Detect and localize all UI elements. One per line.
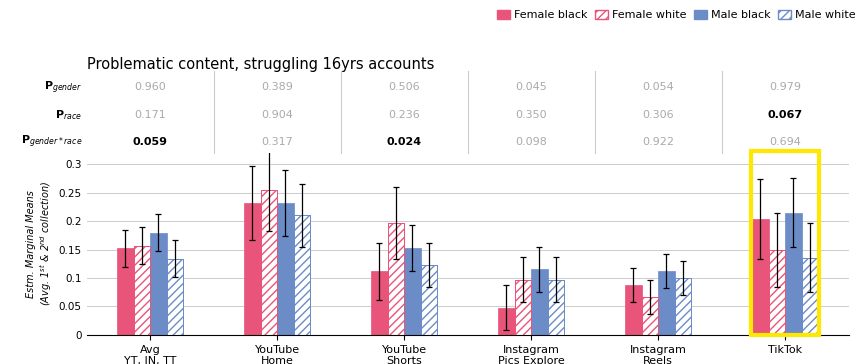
Bar [675, 278, 691, 335]
Bar [166, 259, 183, 335]
Text: 0.317: 0.317 [262, 137, 293, 147]
Bar [277, 203, 294, 335]
Bar [625, 285, 642, 335]
Bar [514, 280, 531, 335]
Bar [404, 248, 421, 335]
Text: 0.059: 0.059 [132, 137, 168, 147]
Text: 0.306: 0.306 [643, 110, 674, 120]
Bar [133, 246, 150, 335]
Bar [547, 280, 564, 335]
Bar [802, 257, 818, 335]
Text: Problematic content, struggling 16yrs accounts: Problematic content, struggling 16yrs ac… [87, 57, 434, 72]
Text: 0.694: 0.694 [769, 137, 801, 147]
Bar [421, 265, 437, 335]
Text: 0.904: 0.904 [262, 110, 293, 120]
Bar [658, 270, 675, 335]
Bar [752, 151, 819, 335]
Bar [261, 190, 277, 335]
Bar [294, 215, 310, 335]
Bar [117, 248, 133, 335]
Text: 0.045: 0.045 [515, 82, 547, 92]
Text: $\mathbf{P}_{gender}$: $\mathbf{P}_{gender}$ [44, 79, 82, 96]
Bar [166, 259, 183, 335]
Bar [769, 250, 785, 335]
Bar [642, 297, 658, 335]
Bar [372, 271, 388, 335]
Text: 0.098: 0.098 [515, 137, 547, 147]
Bar [388, 223, 404, 335]
Text: $\mathbf{P}_{race}$: $\mathbf{P}_{race}$ [55, 108, 82, 122]
Bar [531, 269, 547, 335]
Text: 0.024: 0.024 [386, 137, 422, 147]
Text: $\mathbf{P}_{gender*race}$: $\mathbf{P}_{gender*race}$ [21, 134, 82, 150]
Bar [547, 280, 564, 335]
Bar [133, 246, 150, 335]
Bar [753, 219, 769, 335]
Text: 0.054: 0.054 [643, 82, 674, 92]
Text: 0.506: 0.506 [388, 82, 420, 92]
Text: 0.171: 0.171 [134, 110, 166, 120]
Bar [261, 190, 277, 335]
Bar [498, 308, 514, 335]
Legend: Female black, Female white, Male black, Male white: Female black, Female white, Male black, … [492, 5, 861, 25]
Bar [294, 215, 310, 335]
Text: 0.350: 0.350 [515, 110, 547, 120]
Text: 0.979: 0.979 [769, 82, 801, 92]
Text: 0.922: 0.922 [643, 137, 674, 147]
Text: 0.960: 0.960 [134, 82, 166, 92]
Bar [421, 265, 437, 335]
Bar [388, 223, 404, 335]
Bar [785, 213, 802, 335]
Bar [675, 278, 691, 335]
Bar [769, 250, 785, 335]
Bar [802, 257, 818, 335]
Text: 0.389: 0.389 [262, 82, 293, 92]
Bar [150, 233, 166, 335]
Bar [514, 280, 531, 335]
Y-axis label: Estm. Marginal Means
(Avg. 1$^{st}$ & 2$^{nd}$ collection): Estm. Marginal Means (Avg. 1$^{st}$ & 2$… [26, 181, 55, 306]
Bar [642, 297, 658, 335]
Bar [244, 203, 261, 335]
Text: 0.067: 0.067 [767, 110, 803, 120]
Text: 0.236: 0.236 [388, 110, 420, 120]
